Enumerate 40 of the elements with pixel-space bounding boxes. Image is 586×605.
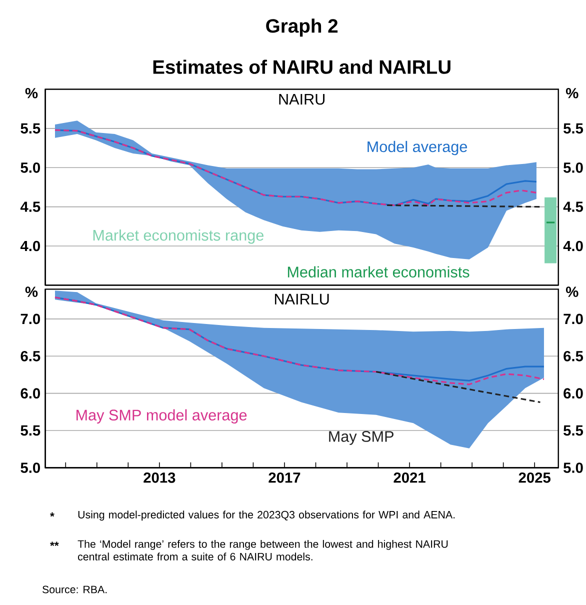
annotation: NAIRLU [274,294,329,305]
y-axis-title: % [25,88,38,98]
y-tick-label: 5.5 [20,123,40,134]
y-tick-label: 5.5 [20,425,40,436]
y2-tick-label: 6.5 [563,350,583,362]
annotation: NAIRU [279,94,324,105]
source-note: Source: RBA. [42,586,106,594]
y-tick-label: 4.5 [20,202,40,212]
text: The ‘Model range’ refers to the range between the lowest and highest NAIRU central estimate from a suite of 6 NAIRU models. [78,540,448,560]
x-tick-label: 2013 [143,472,176,483]
chart-subtitle: Estimates of NAIRU and NAIRLU [153,60,450,74]
text: ** [50,542,59,546]
y-tick-label: 4.0 [20,240,40,252]
y2-tick-label: 4.0 [563,240,583,252]
y2-tick-label: 6.0 [563,388,583,399]
text: Median market economists [288,266,470,278]
y2-tick-label: 5.5 [563,425,583,436]
y2-axis-title: % [566,88,578,98]
text: May SMP model average [76,409,246,424]
chart-title: Graph 2 [266,18,338,37]
y-tick-label: 6.0 [20,388,40,399]
y-tick-label: 5.0 [20,162,40,173]
y2-tick-label: 4.5 [563,202,583,212]
y2-axis-title: % [566,286,578,297]
y2-tick-label: 5.0 [563,162,583,173]
y2-tick-label: 5.0 [563,462,583,473]
y-tick-label: 6.5 [20,350,40,362]
text: May SMP [328,431,394,445]
x-tick-label: 2021 [394,472,426,483]
y-tick-label: 7.0 [20,314,40,324]
text: Model average [367,140,467,156]
text: Market economists range [93,229,264,244]
y-tick-label: 5.0 [20,462,40,473]
text: * [50,512,54,517]
x-tick-label: 2017 [268,472,300,483]
x-tick-label: 2025 [518,472,550,483]
y-axis-title: % [25,286,38,297]
text: Using model-predicted values for the 2023Q3 observations for WPI and AENA. [78,510,454,521]
y2-tick-label: 5.5 [563,123,583,134]
y2-tick-label: 7.0 [564,314,583,324]
